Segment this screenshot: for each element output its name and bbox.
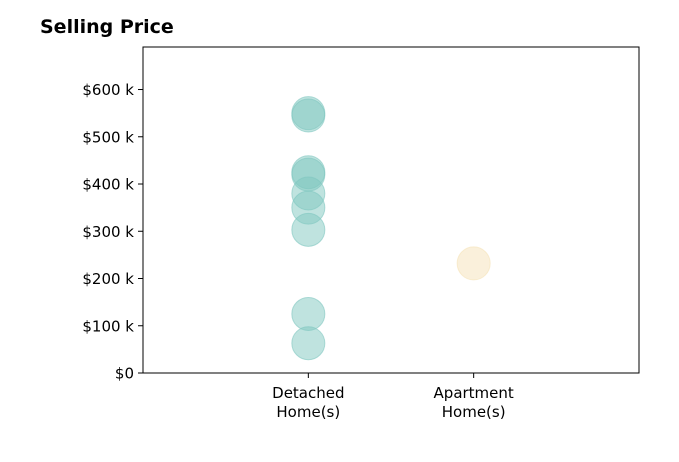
x-axis: Detached Home(s) Apartment Home(s) — [272, 373, 514, 421]
y-tick-label: $100 k — [82, 317, 134, 335]
y-tick-label: $200 k — [82, 270, 134, 288]
plot-area-frame — [142, 46, 640, 374]
data-point — [456, 246, 491, 281]
y-tick-label: $500 k — [82, 128, 134, 146]
points-layer — [291, 96, 491, 361]
data-point — [291, 212, 326, 247]
data-point — [291, 296, 326, 331]
y-tick-label: $300 k — [82, 223, 134, 241]
y-tick-label: $0 — [115, 365, 134, 383]
chart-title: Selling Price — [40, 16, 174, 38]
x-tick-label: Detached Home(s) — [272, 384, 344, 421]
data-point — [291, 98, 326, 133]
data-point — [291, 326, 326, 361]
x-tick-label: Apartment Home(s) — [434, 384, 514, 421]
y-tick-label: $400 k — [82, 176, 134, 194]
y-tick-label: $600 k — [82, 81, 134, 99]
y-axis: $0 $100 k $200 k $300 k $400 k $500 k $600 k — [82, 81, 143, 383]
